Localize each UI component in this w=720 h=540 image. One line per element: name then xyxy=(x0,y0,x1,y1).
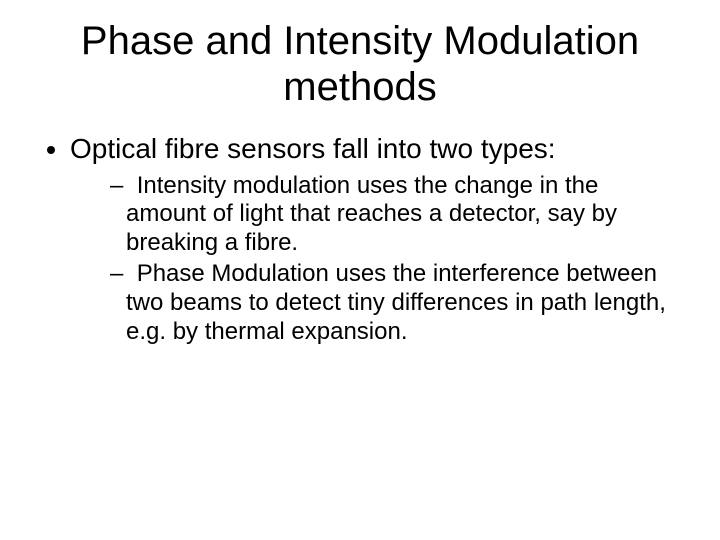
slide: Phase and Intensity Modulation methods O… xyxy=(0,0,720,540)
bullet-level2-item: Phase Modulation uses the interference b… xyxy=(110,260,684,346)
bullet-level1-text: Optical fibre sensors fall into two type… xyxy=(70,133,556,164)
bullet-level2-text: Intensity modulation uses the change in … xyxy=(126,172,617,257)
slide-title: Phase and Intensity Modulation methods xyxy=(36,18,684,110)
bullet-level1-item: Optical fibre sensors fall into two type… xyxy=(70,132,684,346)
bullet-level2-text: Phase Modulation uses the interference b… xyxy=(126,260,666,345)
bullet-level2-item: Intensity modulation uses the change in … xyxy=(110,172,684,258)
bullet-list-level2: Intensity modulation uses the change in … xyxy=(70,172,684,347)
bullet-list-level1: Optical fibre sensors fall into two type… xyxy=(36,132,684,346)
